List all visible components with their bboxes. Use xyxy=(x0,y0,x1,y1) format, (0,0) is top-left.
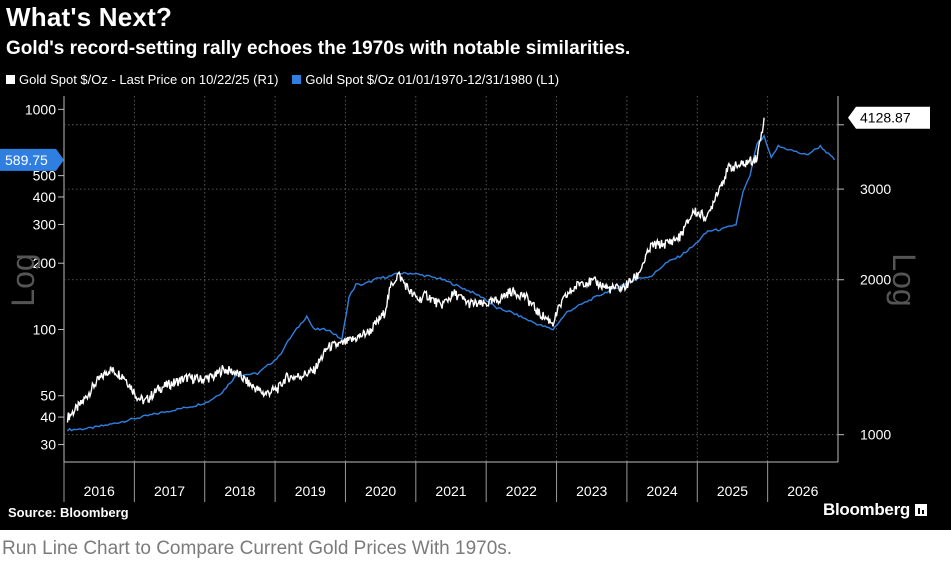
caption-area: Run Line Chart to Compare Current Gold P… xyxy=(0,530,951,571)
right-tick-label: 1000 xyxy=(860,427,891,443)
legend-label-seventies: Gold Spot $/Oz 01/01/1970-12/31/1980 (L1… xyxy=(305,72,560,87)
legend-swatch-seventies xyxy=(292,75,302,84)
bloomberg-terminal-icon xyxy=(915,504,927,516)
legend-item-current: Gold Spot $/Oz - Last Price on 10/22/25 … xyxy=(6,72,278,87)
end-label-right: 4128.87 xyxy=(860,110,911,126)
legend: Gold Spot $/Oz - Last Price on 10/22/25 … xyxy=(6,72,559,87)
x-tick-label: 2025 xyxy=(717,483,748,499)
brand-name: Bloomberg xyxy=(822,500,910,519)
brand-logo: Bloomberg xyxy=(823,500,927,520)
x-tick-label: 2020 xyxy=(365,483,396,499)
x-tick-label: 2023 xyxy=(576,483,607,499)
left-tick-label: 500 xyxy=(33,168,57,184)
series-line-1970s xyxy=(66,134,836,432)
left-tick-label: 1000 xyxy=(25,101,56,117)
left-tick-label: 200 xyxy=(33,255,57,271)
chart-title: What's Next? xyxy=(6,2,173,32)
legend-swatch-current xyxy=(6,75,15,84)
end-label-right-box xyxy=(848,106,930,129)
left-tick-label: 30 xyxy=(40,437,56,453)
left-axis-scale-label: Log xyxy=(5,253,41,306)
x-tick-label: 2026 xyxy=(787,483,818,499)
right-tick-label: 3000 xyxy=(860,181,891,197)
right-axis-scale-label: Log xyxy=(886,253,922,306)
x-tick-label: 2018 xyxy=(224,483,255,499)
left-tick-label: 300 xyxy=(33,216,57,232)
left-tick-label: 50 xyxy=(40,388,56,404)
right-tick-label: 2000 xyxy=(860,272,891,288)
x-tick-label: 2019 xyxy=(295,483,326,499)
x-tick-label: 2017 xyxy=(154,483,185,499)
left-tick-label: 100 xyxy=(33,321,57,337)
end-label-left: 589.75 xyxy=(5,152,48,168)
source-note: Source: Bloomberg xyxy=(8,505,129,520)
chart-subtitle: Gold's record-setting rally echoes the 1… xyxy=(6,38,631,59)
left-tick-label: 40 xyxy=(40,409,56,425)
x-tick-label: 2024 xyxy=(647,483,678,499)
left-tick-label: 400 xyxy=(33,189,57,205)
legend-item-seventies: Gold Spot $/Oz 01/01/1970-12/31/1980 (L1… xyxy=(292,72,559,87)
x-tick-label: 2021 xyxy=(435,483,466,499)
series-line-current xyxy=(66,117,765,423)
x-tick-label: 2022 xyxy=(506,483,537,499)
end-label-left-box xyxy=(0,148,64,171)
x-tick-label: 2016 xyxy=(84,483,115,499)
caption: Run Line Chart to Compare Current Gold P… xyxy=(2,538,513,559)
legend-label-current: Gold Spot $/Oz - Last Price on 10/22/25 … xyxy=(19,72,279,87)
line-chart: 2016 2017 2018 2019 2020 2021 2022 2023 2024 2025… xyxy=(0,96,930,502)
